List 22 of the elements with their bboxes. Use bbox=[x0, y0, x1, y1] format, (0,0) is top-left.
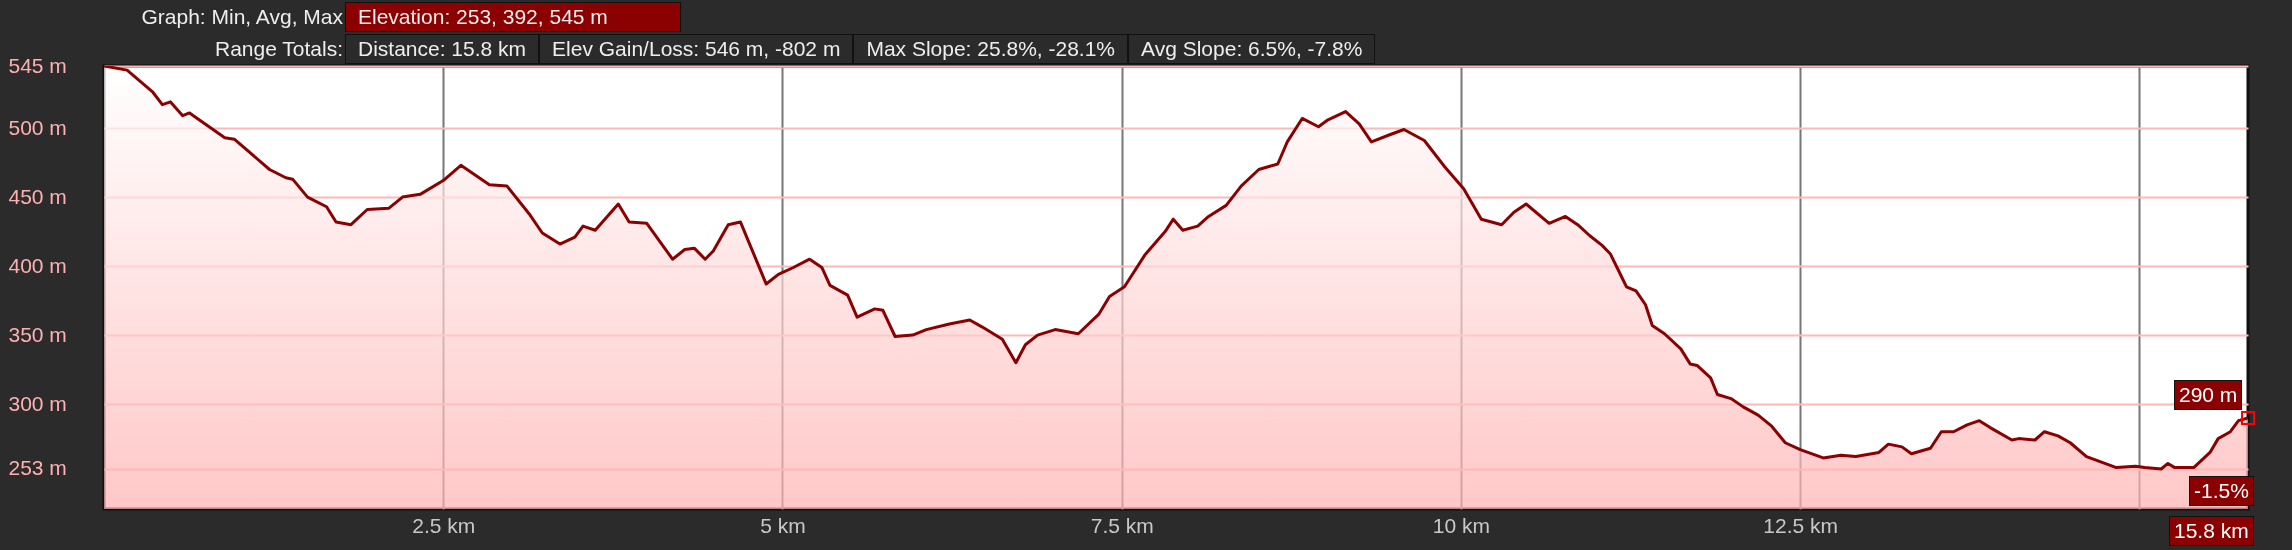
x-tick-label: 7.5 km bbox=[1090, 513, 1154, 537]
x-tick-label: 12.5 km bbox=[1763, 513, 1839, 537]
x-tick-label: 2.5 km bbox=[412, 513, 476, 537]
y-tick-label: 253 m bbox=[8, 456, 67, 480]
y-tick-label: 400 m bbox=[8, 253, 67, 277]
y-tick-label: 500 m bbox=[8, 115, 67, 139]
text: Max Slope: 25.8%, -28.1% bbox=[853, 34, 1129, 64]
x-tick-label: 5 km bbox=[760, 513, 806, 537]
annotation: 290 m bbox=[2174, 379, 2243, 410]
text: 15.8 km bbox=[2169, 516, 2254, 546]
text: Range Totals: bbox=[214, 37, 343, 60]
text: Avg Slope: 6.5%, -7.8% bbox=[1128, 34, 1376, 64]
y-tick-label: 350 m bbox=[8, 322, 67, 346]
y-tick-label: 450 m bbox=[8, 184, 67, 208]
text: Elev Gain/Loss: 546 m, -802 m bbox=[539, 34, 854, 64]
y-tick-label: 545 m bbox=[8, 53, 67, 77]
text: Graph: Min, Avg, Max bbox=[140, 5, 344, 29]
annotation: -1.5% bbox=[2189, 476, 2254, 506]
x-tick-label: 10 km bbox=[1432, 513, 1491, 537]
y-tick-label: 300 m bbox=[8, 391, 67, 415]
text: Distance: 15.8 km bbox=[345, 34, 540, 64]
text: Elevation: 253, 392, 545 m bbox=[345, 2, 681, 32]
